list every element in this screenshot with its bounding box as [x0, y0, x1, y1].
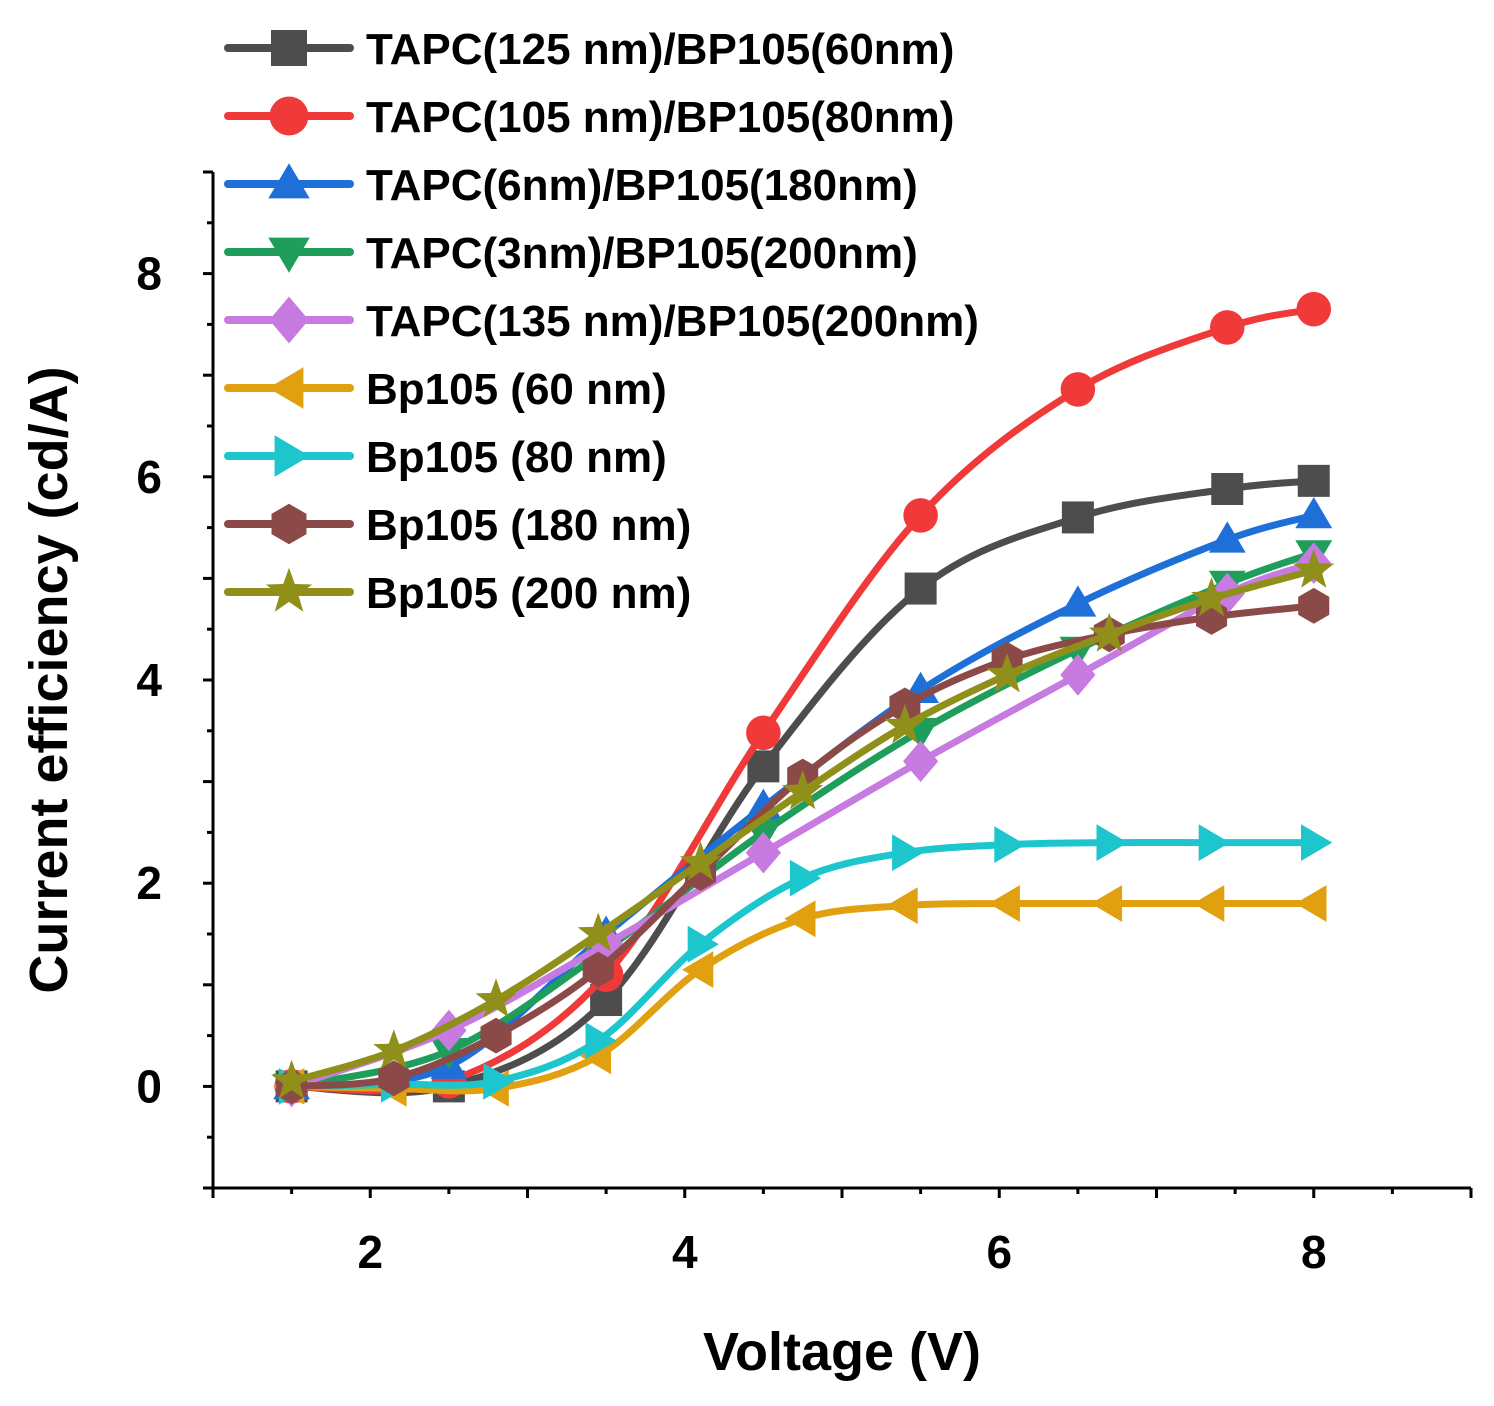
data-point [784, 900, 816, 938]
series-7 [278, 824, 1333, 1105]
legend: TAPC(125 nm)/BP105(60nm) TAPC(105 nm)/BP1… [224, 25, 979, 618]
data-point [1198, 824, 1230, 861]
data-point [483, 1062, 515, 1100]
legend-item: TAPC(3nm)/BP105(200nm) [224, 229, 918, 278]
data-point [1060, 654, 1096, 696]
series-8 [276, 587, 1330, 1105]
data-point [373, 1029, 415, 1069]
data-point [884, 704, 926, 744]
data-point [903, 498, 938, 533]
legend-item: Bp105 (200 nm) [224, 567, 691, 618]
x-tick-label: 4 [672, 1226, 698, 1278]
data-point [994, 826, 1026, 863]
x-axis-title: Voltage (V) [703, 1322, 981, 1382]
data-point [1298, 587, 1330, 624]
legend-marker [268, 163, 310, 199]
y-tick-label: 6 [136, 451, 162, 503]
data-point [1193, 885, 1225, 922]
data-point [1208, 521, 1246, 553]
y-tick-label: 2 [136, 857, 162, 909]
data-point [1295, 497, 1333, 529]
series-5 [274, 542, 1332, 1108]
data-point [682, 951, 714, 988]
data-point [480, 1017, 512, 1054]
y-axis-title: Current efficiency (cd/A) [19, 366, 79, 993]
legend-item: TAPC(135 nm)/BP105(200nm) [224, 296, 979, 346]
legend-marker [271, 503, 307, 545]
data-point [886, 887, 918, 924]
legend-marker [274, 435, 310, 477]
legend-item: Bp105 (80 nm) [224, 433, 667, 482]
data-point [789, 859, 822, 897]
data-point [1295, 885, 1327, 922]
legend-item: TAPC(6nm)/BP105(180nm) [224, 161, 918, 210]
data-point [585, 1022, 617, 1060]
legend-marker [268, 367, 304, 409]
data-point [687, 925, 719, 963]
data-point [746, 715, 781, 751]
legend-item: Bp105 (60 nm) [224, 365, 667, 414]
data-point [1096, 824, 1128, 861]
legend-marker [265, 567, 313, 612]
data-point [1060, 372, 1096, 407]
series-line [288, 305, 1318, 1095]
legend-label: TAPC(105 nm)/BP105(80nm) [366, 93, 954, 142]
data-point [577, 912, 619, 952]
series-line [288, 549, 1318, 1090]
data-point [475, 978, 517, 1018]
data-point [1211, 472, 1244, 505]
y-tick-label: 8 [136, 248, 162, 300]
data-point [904, 572, 937, 605]
y-tick-label: 4 [136, 654, 162, 706]
legend-label: TAPC(6nm)/BP105(180nm) [366, 161, 918, 210]
data-point [988, 885, 1020, 922]
data-point [903, 740, 939, 783]
data-point [986, 653, 1028, 693]
legend-label: TAPC(3nm)/BP105(200nm) [366, 229, 918, 278]
data-point [378, 1060, 410, 1097]
data-point [1061, 501, 1094, 534]
data-point [1296, 291, 1332, 327]
data-point [430, 1038, 468, 1070]
legend-label: TAPC(135 nm)/BP105(200nm) [366, 297, 979, 346]
data-point [1293, 548, 1335, 588]
series-line [288, 477, 1318, 1097]
legend-label: Bp105 (180 nm) [366, 501, 691, 550]
series-9 [271, 548, 1335, 1099]
data-point [1297, 464, 1330, 497]
data-point [782, 770, 824, 810]
series-layer [271, 291, 1335, 1108]
legend-label: Bp105 (200 nm) [366, 569, 691, 618]
legend-label: Bp105 (80 nm) [366, 433, 667, 482]
data-point [892, 834, 924, 872]
series-line [288, 559, 1318, 1090]
data-point [1301, 824, 1333, 861]
data-point [582, 951, 614, 988]
legend-marker [269, 96, 309, 136]
x-tick-label: 8 [1301, 1226, 1327, 1278]
legend-item: TAPC(105 nm)/BP105(80nm) [224, 93, 954, 142]
data-point [1209, 310, 1245, 345]
legend-marker [268, 237, 310, 273]
x-tick-label: 6 [986, 1226, 1012, 1278]
ticks: 2 4 6 8 0 2 4 6 8 [136, 170, 1473, 1278]
data-point [271, 1059, 313, 1099]
data-point [747, 750, 780, 783]
data-point [679, 841, 721, 881]
series-6 [273, 885, 1327, 1107]
legend-item: TAPC(125 nm)/BP105(60nm) [224, 25, 954, 74]
data-point [1088, 612, 1130, 652]
legend-label: Bp105 (60 nm) [366, 365, 667, 414]
legend-label: TAPC(125 nm)/BP105(60nm) [366, 25, 954, 74]
legend-item: Bp105 (180 nm) [224, 501, 691, 550]
legend-marker [269, 296, 309, 344]
data-point [1191, 577, 1233, 617]
data-point [745, 831, 781, 874]
legend-marker [271, 30, 307, 66]
data-point [1090, 885, 1123, 922]
y-tick-label: 0 [136, 1060, 162, 1112]
data-point [1059, 585, 1097, 617]
x-tick-label: 2 [357, 1226, 383, 1278]
